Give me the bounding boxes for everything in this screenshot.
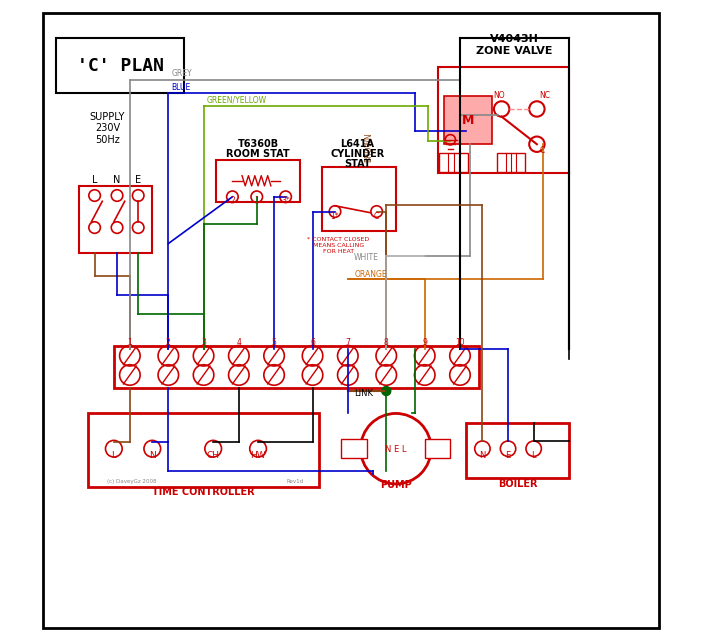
Text: (c) DaveyGz 2008: (c) DaveyGz 2008 <box>107 479 157 485</box>
Text: HW: HW <box>250 451 266 460</box>
FancyBboxPatch shape <box>216 160 300 202</box>
FancyBboxPatch shape <box>466 423 569 478</box>
Text: L641A: L641A <box>340 140 374 149</box>
FancyBboxPatch shape <box>88 413 319 487</box>
Text: BOILER: BOILER <box>498 479 538 490</box>
Text: NO: NO <box>494 91 505 100</box>
Text: ORANGE: ORANGE <box>355 270 387 279</box>
Text: M: M <box>461 114 474 127</box>
Text: N: N <box>113 175 121 185</box>
Text: 8: 8 <box>384 338 389 347</box>
Text: GREY: GREY <box>171 69 192 78</box>
Text: 1: 1 <box>128 338 132 347</box>
Text: STAT: STAT <box>344 159 371 169</box>
Circle shape <box>383 387 390 395</box>
FancyBboxPatch shape <box>341 439 367 458</box>
Text: ROOM STAT: ROOM STAT <box>226 149 290 159</box>
Text: 4: 4 <box>237 338 241 347</box>
FancyBboxPatch shape <box>114 346 479 388</box>
FancyBboxPatch shape <box>44 13 658 628</box>
Text: V4043H: V4043H <box>490 34 539 44</box>
FancyBboxPatch shape <box>425 439 451 458</box>
Text: BLUE: BLUE <box>171 83 191 92</box>
Text: 1*: 1* <box>331 212 339 221</box>
Text: WHITE: WHITE <box>355 253 379 262</box>
Text: Rev1d: Rev1d <box>287 479 304 485</box>
Text: L: L <box>531 451 536 460</box>
Text: LINK: LINK <box>355 389 373 398</box>
Text: BROWN: BROWN <box>364 133 373 162</box>
Text: * CONTACT CLOSED
MEANS CALLING
FOR HEAT: * CONTACT CLOSED MEANS CALLING FOR HEAT <box>307 237 369 254</box>
Text: C: C <box>540 146 545 154</box>
Text: N E L: N E L <box>385 445 406 454</box>
Circle shape <box>382 387 391 395</box>
FancyBboxPatch shape <box>444 96 492 144</box>
Text: 10: 10 <box>455 338 465 347</box>
Text: 9: 9 <box>423 338 427 347</box>
Text: 3: 3 <box>201 338 206 347</box>
Text: GREEN/YELLOW: GREEN/YELLOW <box>207 96 267 104</box>
Text: PUMP: PUMP <box>380 481 412 490</box>
Text: 7: 7 <box>345 338 350 347</box>
Text: SUPPLY
230V
50Hz: SUPPLY 230V 50Hz <box>90 112 125 145</box>
Text: CYLINDER: CYLINDER <box>330 149 385 159</box>
Text: ZONE VALVE: ZONE VALVE <box>476 47 552 56</box>
FancyBboxPatch shape <box>437 67 569 173</box>
Text: C: C <box>374 212 379 221</box>
FancyBboxPatch shape <box>497 153 525 172</box>
FancyBboxPatch shape <box>439 153 468 172</box>
Text: E: E <box>505 451 510 460</box>
FancyBboxPatch shape <box>79 186 152 253</box>
Text: NC: NC <box>539 91 550 100</box>
Text: L: L <box>112 451 117 460</box>
Text: 6: 6 <box>310 338 315 347</box>
Text: N: N <box>149 451 156 460</box>
Text: TIME CONTROLLER: TIME CONTROLLER <box>152 487 255 497</box>
Text: T6360B: T6360B <box>237 140 279 149</box>
FancyBboxPatch shape <box>322 167 396 231</box>
Text: 2: 2 <box>166 338 171 347</box>
Text: 1: 1 <box>254 196 259 205</box>
Text: 5: 5 <box>272 338 277 347</box>
Text: 'C' PLAN: 'C' PLAN <box>77 57 164 75</box>
Text: CH: CH <box>206 451 220 460</box>
Text: 2: 2 <box>230 196 234 205</box>
Text: E: E <box>135 175 141 185</box>
Text: L: L <box>92 175 98 185</box>
Text: N: N <box>479 451 486 460</box>
FancyBboxPatch shape <box>56 38 185 93</box>
Text: 3*: 3* <box>282 196 290 205</box>
